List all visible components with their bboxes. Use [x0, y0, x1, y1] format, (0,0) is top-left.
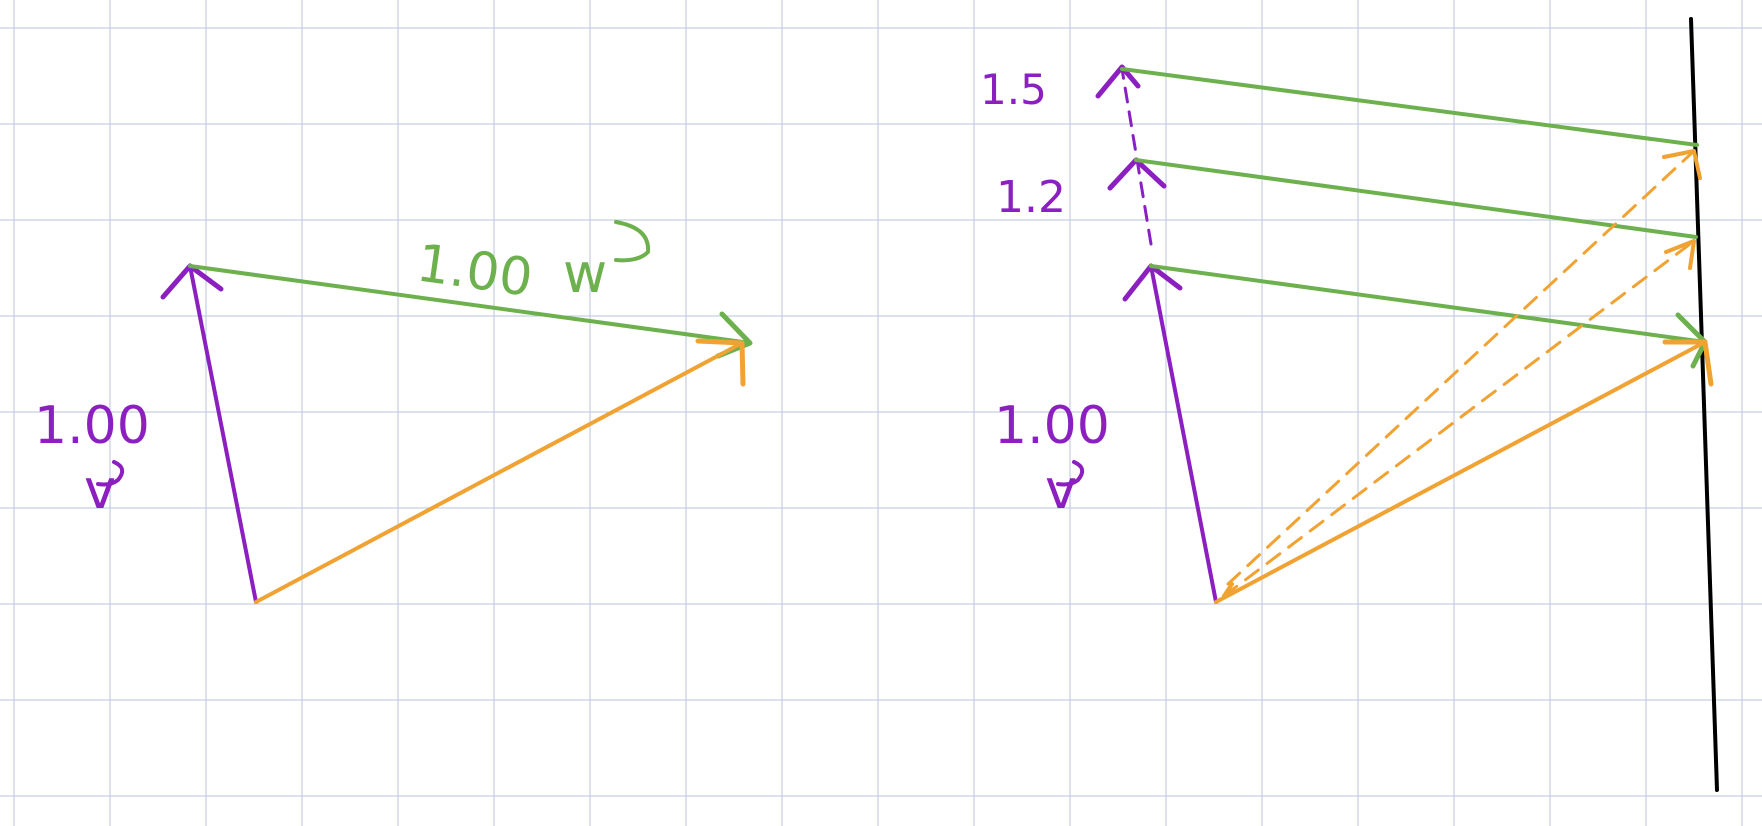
right-scale-label-1-5: 1.5: [980, 65, 1047, 114]
right-vector-sum-1-2v-dashed: [1222, 239, 1696, 598]
left-vector-w-arrowhead: [715, 311, 753, 359]
left-w-vector-mark: [614, 220, 651, 263]
right-span-line: [1689, 17, 1719, 792]
left-v-variable: v: [84, 458, 116, 521]
left-v-coefficient: 1.00: [34, 396, 150, 456]
right-vector-w-from-1-2v: [1134, 158, 1698, 239]
left-vector-v: [188, 264, 258, 604]
right-v-variable: v: [1045, 458, 1077, 521]
left-w-variable: w: [563, 242, 607, 305]
right-v-coefficient: 1.00: [994, 396, 1110, 456]
left-vector-sum: [254, 341, 744, 604]
right-vector-sum-1-2v-arrowhead: [1664, 239, 1696, 270]
right-scale-label-1-2: 1.2: [996, 172, 1066, 223]
right-vector-sum-1-5v-dashed: [1226, 149, 1696, 586]
left-vector-sum-arrowhead: [695, 338, 746, 387]
right-vector-v: [1149, 264, 1218, 604]
right-vector-w-from-v: [1149, 264, 1707, 344]
right-vector-sum-1-5v-arrowhead: [1662, 149, 1702, 180]
right-vector-sum: [1214, 340, 1707, 604]
left-diagram: 1.00 v 1.00 w: [34, 220, 753, 604]
right-scaled-v-dashed: [1120, 67, 1153, 246]
left-vector-w: [188, 264, 752, 345]
right-dashed-origin-arrowhead: [1222, 582, 1234, 598]
right-v-vector-mark: [1056, 460, 1085, 487]
right-diagram: 1.00 v 1.2 1.5: [980, 17, 1719, 792]
right-vector-w-from-1-5v: [1120, 67, 1699, 147]
right-vector-sum-arrowhead: [1662, 339, 1714, 387]
left-v-vector-mark: [96, 460, 125, 487]
